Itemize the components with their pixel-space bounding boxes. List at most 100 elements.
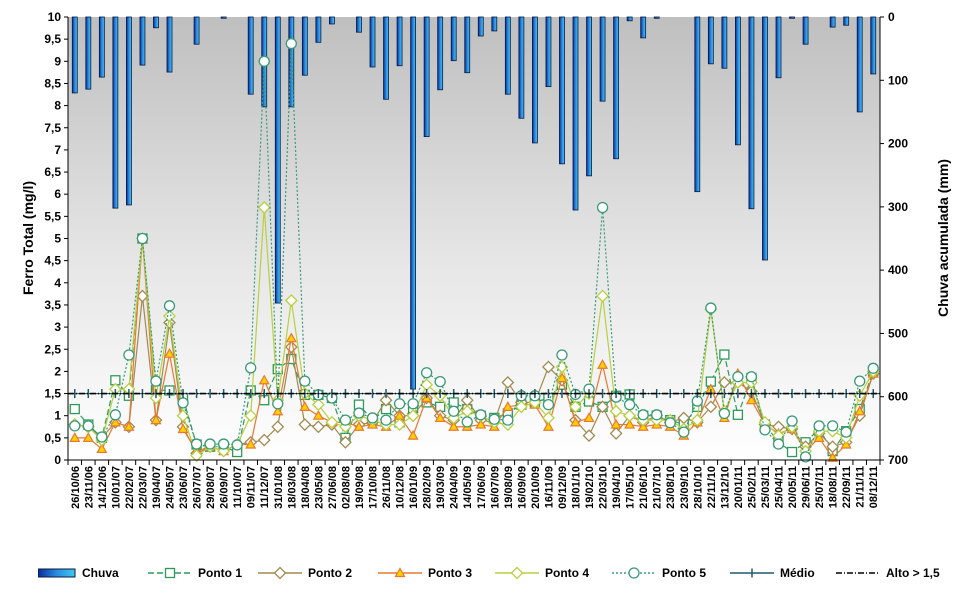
point-ponto-4 (257, 201, 271, 214)
x-tick-label: 10/01/07 (110, 466, 122, 509)
x-tick-label: 13/12/10 (719, 466, 731, 509)
bar-chuva (762, 16, 768, 261)
point-ponto-2 (311, 420, 325, 434)
legend: Chuva Ponto 1 Ponto 2 Ponto 3 Ponto 4 Ponto 5… (0, 563, 961, 585)
bar-chuva (193, 16, 200, 45)
bar-chuva (559, 16, 565, 165)
y2-tick-label: 0 (888, 10, 895, 24)
bar-chuva (464, 16, 471, 74)
y-tick-label: 1 (54, 409, 61, 423)
legend-swatch-marker (273, 566, 287, 580)
point-ponto-4 (596, 289, 609, 303)
point-ponto-5 (637, 409, 649, 421)
point-ponto-4 (190, 449, 203, 462)
point-ponto-3 (624, 418, 636, 429)
point-ponto-5 (664, 417, 676, 429)
y2-tick-label: 600 (888, 390, 908, 404)
y2-tick-label: 700 (888, 453, 908, 467)
point-ponto-5 (69, 420, 81, 432)
bar-chuva (356, 16, 362, 33)
x-tick-label: 24/04/09 (449, 466, 461, 509)
bar-chuva (613, 16, 619, 160)
x-tick-label: 26/09/07 (219, 466, 231, 509)
point-ponto-2 (704, 400, 718, 414)
legend-swatch-marker (510, 566, 524, 580)
bar-chuva (640, 16, 647, 39)
point-ponto-5 (163, 300, 176, 312)
x-tick-label: 18/04/08 (300, 466, 312, 509)
point-ponto-5 (434, 375, 446, 388)
point-ponto-4 (609, 404, 623, 418)
x-tick-label: 19/09/08 (354, 466, 366, 509)
x-tick-label: 22/02/07 (124, 466, 136, 509)
bar-chuva (477, 16, 484, 37)
point-ponto-5 (623, 398, 636, 411)
point-ponto-3 (827, 452, 839, 462)
point-ponto-4 (555, 360, 569, 374)
x-tick-label: 11/12/07 (259, 466, 271, 508)
x-tick-label: 21/11/11 (855, 466, 867, 508)
point-ponto-5 (299, 375, 311, 387)
point-ponto-3 (177, 423, 189, 434)
y-tick-label: 7 (54, 143, 61, 157)
x-tick-label: 18/08/11 (828, 466, 840, 508)
x-tick-label: 21/07/10 (652, 466, 664, 509)
point-ponto-5 (136, 232, 149, 245)
point-ponto-1 (786, 446, 798, 458)
point-ponto-5 (475, 409, 487, 421)
bar-chuva (735, 16, 741, 146)
point-ponto-3 (610, 418, 622, 429)
x-tick-label: 20/01/11 (733, 466, 745, 508)
y2-tick-label: 400 (888, 263, 908, 277)
legend-label: Ponto 4 (545, 566, 589, 580)
legend-swatch-marker (394, 567, 406, 578)
x-tick-label: 17/06/09 (476, 466, 488, 509)
point-ponto-5 (366, 412, 379, 424)
point-ponto-3 (272, 405, 284, 416)
x-tick-label: 25/07/11 (814, 466, 826, 508)
point-ponto-5 (96, 431, 108, 443)
x-tick-label: 10/12/08 (395, 466, 407, 509)
y-tick-label: 0,5 (44, 431, 61, 445)
point-ponto-5 (204, 438, 216, 450)
point-ponto-4 (623, 409, 637, 423)
x-tick-label: 16/01/09 (408, 466, 420, 509)
bar-chuva (789, 16, 795, 19)
x-tick-label: 09/12/09 (557, 466, 569, 509)
point-ponto-4 (406, 409, 420, 423)
point-ponto-3 (69, 432, 81, 442)
bar-chuva (694, 16, 701, 193)
point-ponto-5 (854, 375, 866, 387)
y2-tick-label: 200 (888, 137, 908, 151)
x-tick-label: 19/03/09 (435, 466, 447, 509)
legend-label: Médio (780, 566, 815, 580)
point-ponto-5 (190, 438, 203, 450)
x-tick-label: 19/04/10 (611, 466, 623, 509)
legend-swatch (38, 568, 76, 578)
bar-chuva (423, 16, 430, 138)
point-ponto-3 (96, 443, 108, 454)
point-ponto-3 (502, 401, 514, 411)
point-ponto-3 (109, 416, 121, 427)
legend-swatch (836, 572, 880, 574)
x-tick-label: 22/11/10 (706, 466, 718, 508)
point-ponto-5 (258, 55, 270, 67)
point-ponto-4 (325, 415, 339, 429)
point-ponto-5 (759, 424, 771, 436)
x-tick-label: 14/05/09 (462, 466, 474, 509)
x-tick-label: 02/08/08 (340, 466, 352, 509)
point-ponto-3 (569, 416, 582, 427)
point-ponto-2 (542, 360, 555, 374)
point-ponto-5 (272, 398, 284, 410)
y-tick-label: 9 (54, 54, 61, 68)
bar-chuva (71, 16, 78, 94)
x-tick-label: 29/06/11 (801, 466, 813, 508)
y2-tick-label: 500 (888, 326, 908, 340)
legend-label: Ponto 2 (308, 566, 352, 580)
bar-chuva (328, 16, 335, 25)
point-ponto-1 (69, 403, 80, 415)
point-ponto-5 (502, 414, 514, 426)
point-ponto-3 (245, 438, 257, 449)
point-ponto-5 (407, 398, 419, 410)
point-ponto-3 (745, 394, 757, 405)
